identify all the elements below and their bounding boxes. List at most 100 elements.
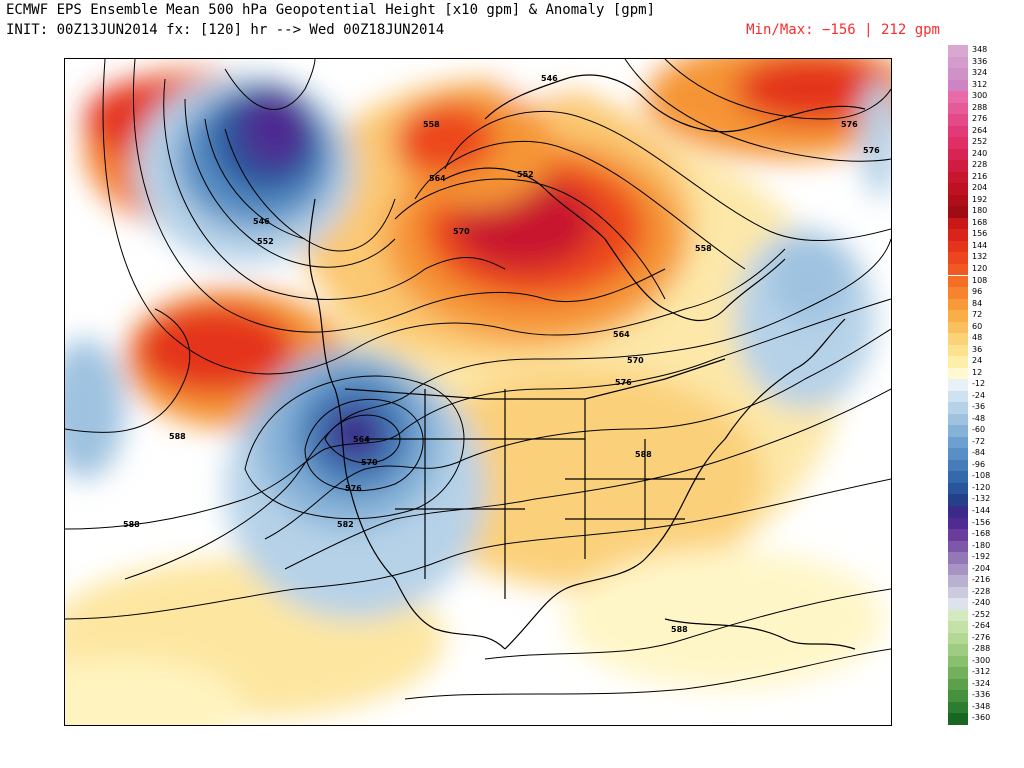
colorbar-swatch: [948, 56, 968, 69]
colorbar-step: -228: [948, 586, 1020, 599]
colorbar-swatch: [948, 621, 968, 633]
colorbar-swatch: [948, 678, 968, 691]
colorbar-label: 72: [972, 310, 983, 320]
colorbar-label: -252: [972, 609, 991, 619]
colorbar-label: -132: [972, 494, 991, 504]
colorbar-step: -24: [948, 390, 1020, 403]
colorbar-step: 276: [948, 114, 1020, 126]
colorbar-label: 120: [972, 263, 988, 273]
colorbar-swatch: [948, 390, 968, 403]
colorbar-swatch: [948, 148, 968, 161]
colorbar-label: -348: [972, 701, 991, 711]
coastlines: [308, 74, 866, 650]
colorbar-label: -240: [972, 598, 991, 608]
colorbar-swatch: [948, 252, 968, 264]
contour-label: 546: [253, 217, 270, 226]
colorbar-swatch: [948, 529, 968, 541]
colorbar-step: 120: [948, 263, 1020, 276]
colorbar-step: 108: [948, 275, 1020, 288]
colorbar-swatch: [948, 217, 968, 230]
colorbar-swatch: [948, 114, 968, 126]
colorbar-step: -84: [948, 448, 1020, 460]
contour-label: 588: [123, 520, 140, 529]
colorbar-swatch: [948, 667, 968, 679]
colorbar-swatch: [948, 137, 968, 149]
colorbar-label: 48: [972, 333, 983, 343]
colorbar-label: 288: [972, 102, 988, 112]
contour-label: 564: [353, 435, 370, 444]
colorbar-swatch: [948, 68, 968, 80]
colorbar-label: 84: [972, 298, 983, 308]
colorbar-swatch: [948, 79, 968, 92]
colorbar-step: 240: [948, 148, 1020, 161]
colorbar-label: 108: [972, 275, 988, 285]
colorbar-step: -324: [948, 678, 1020, 691]
colorbar-swatch: [948, 436, 968, 449]
colorbar-label: 168: [972, 217, 988, 227]
colorbar-step: 252: [948, 137, 1020, 149]
colorbar-step: -288: [948, 644, 1020, 656]
contour-label: 552: [517, 170, 534, 179]
colorbar-label: -156: [972, 517, 991, 527]
colorbar-label: 228: [972, 160, 988, 170]
colorbar-label: -336: [972, 690, 991, 700]
colorbar-label: -60: [972, 425, 986, 435]
colorbar-step: -360: [948, 713, 1020, 725]
colorbar-step: -180: [948, 540, 1020, 553]
colorbar-swatch: [948, 171, 968, 184]
colorbar-label: -72: [972, 436, 986, 446]
colorbar-label: -84: [972, 448, 986, 458]
colorbar-swatch: [948, 183, 968, 195]
contour-label: 588: [671, 625, 688, 634]
colorbar-step: -168: [948, 529, 1020, 541]
colorbar-step: 300: [948, 91, 1020, 103]
colorbar-label: 12: [972, 367, 983, 377]
colorbar-label: -324: [972, 678, 991, 688]
colorbar-step: 144: [948, 240, 1020, 253]
anomaly-colorbar: 348 336 324 312 300 288 276 264 252 240 228 216 204 1…: [948, 45, 1020, 725]
colorbar-label: 36: [972, 344, 983, 354]
contour-label: 576: [841, 120, 858, 129]
min-max-readout: Min/Max: −156 | 212 gpm: [746, 22, 940, 38]
colorbar-swatch: [948, 45, 968, 57]
colorbar-swatch: [948, 275, 968, 288]
colorbar-swatch: [948, 413, 968, 426]
colorbar-label: 60: [972, 321, 983, 331]
colorbar-step: -276: [948, 632, 1020, 645]
colorbar-swatch: [948, 402, 968, 414]
colorbar-label: -312: [972, 667, 991, 677]
colorbar-label: 276: [972, 114, 988, 124]
colorbar-step: 12: [948, 367, 1020, 380]
colorbar-label: 324: [972, 68, 988, 78]
colorbar-step: 132: [948, 252, 1020, 264]
contour-label: 576: [615, 378, 632, 387]
contour-label: 570: [453, 227, 470, 236]
colorbar-label: -264: [972, 621, 991, 631]
colorbar-swatch: [948, 91, 968, 103]
colorbar-step: 312: [948, 79, 1020, 92]
colorbar-swatch: [948, 448, 968, 460]
colorbar-label: -360: [972, 713, 991, 723]
colorbar-swatch: [948, 517, 968, 530]
colorbar-swatch: [948, 701, 968, 714]
contour-label: 564: [429, 174, 446, 183]
colorbar-swatch: [948, 344, 968, 357]
colorbar-swatch: [948, 194, 968, 207]
colorbar-step: -96: [948, 459, 1020, 472]
colorbar-label: 252: [972, 137, 988, 147]
colorbar-step: -72: [948, 436, 1020, 449]
colorbar-label: -24: [972, 390, 986, 400]
colorbar-swatch: [948, 321, 968, 334]
colorbar-step: -60: [948, 425, 1020, 437]
colorbar-step: -252: [948, 609, 1020, 622]
colorbar-label: 192: [972, 194, 988, 204]
colorbar-swatch: [948, 586, 968, 599]
colorbar-label: -36: [972, 402, 986, 412]
colorbar-label: -288: [972, 644, 991, 654]
colorbar-step: 324: [948, 68, 1020, 80]
colorbar-step: -240: [948, 598, 1020, 610]
colorbar-swatch: [948, 287, 968, 299]
colorbar-step: 288: [948, 102, 1020, 115]
colorbar-label: 264: [972, 125, 988, 135]
contour-label: 570: [361, 458, 378, 467]
